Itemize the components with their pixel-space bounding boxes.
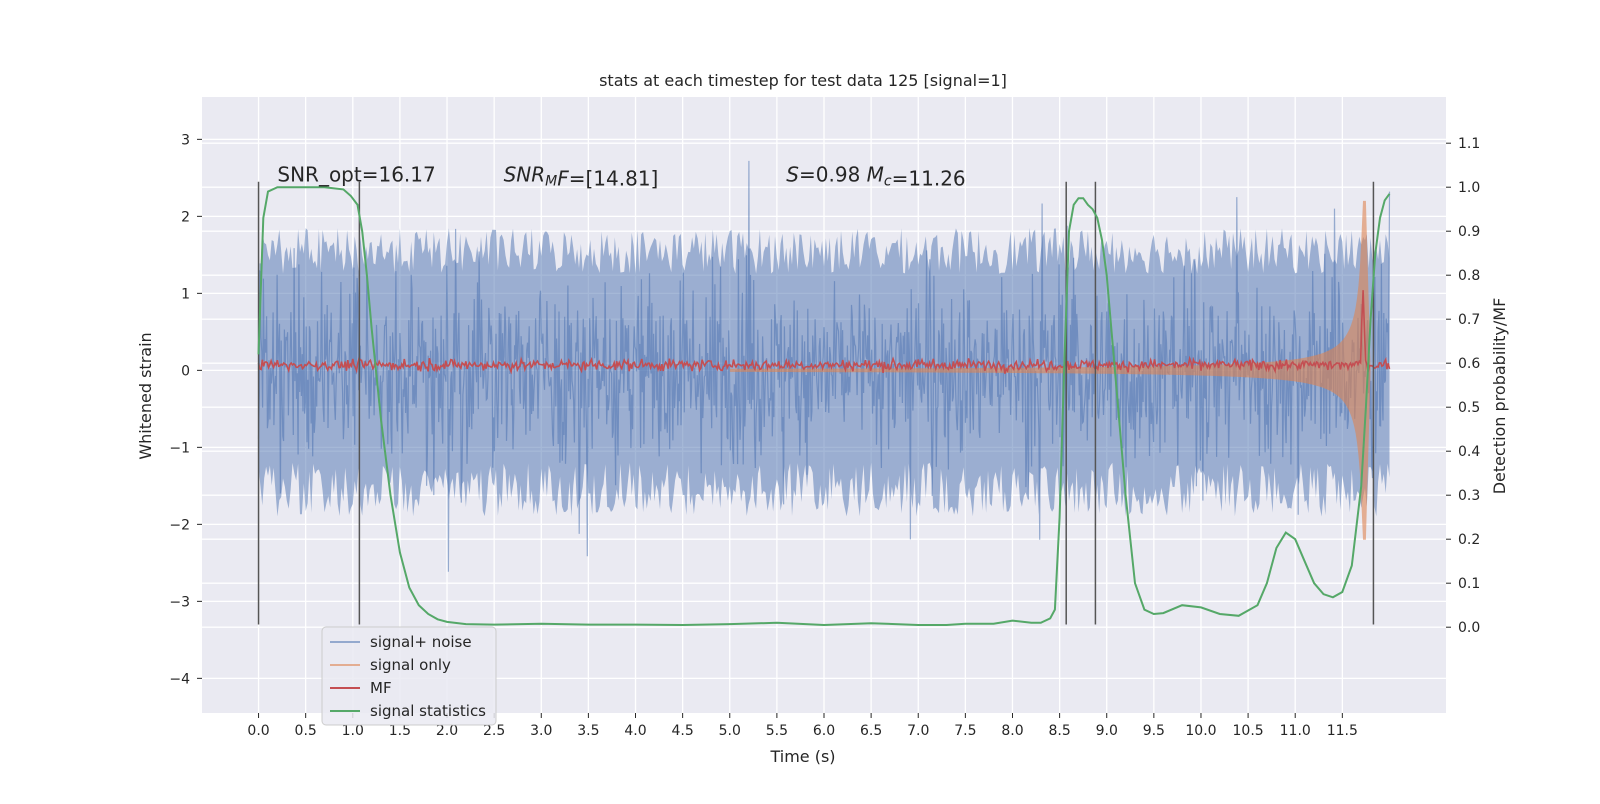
annotation-part: SNR [504,163,546,187]
x-tick-label: 8.0 [1001,723,1023,739]
x-tick-label: 7.0 [907,723,929,739]
vertical-markers [257,181,1375,625]
annotations: SNR_opt=16.17 SNRMF=[14.81] S=0.98 Mc=11.2… [277,163,965,191]
legend-entry: signal+ noise [370,633,472,651]
y-tick-label: −4 [169,671,190,687]
annotation-2: S=0.98 Mc=11.26 [786,163,965,191]
y2-tick-label: 0.3 [1458,488,1480,504]
series-signal-only [729,200,1371,540]
x-tick-label: 3.0 [530,723,552,739]
x-tick-label: 1.5 [389,723,411,739]
y-axis-label: Whitened strain [136,332,155,459]
x-tick-label: 1.0 [342,723,364,739]
x-tick-label: 0.0 [247,723,269,739]
y2-tick-label: 0.4 [1458,444,1480,460]
signal-plus-noise-band [258,227,1390,517]
signal-statistics-line [257,186,1391,627]
x-tick-label: 4.0 [624,723,646,739]
y2-tick-label: 0.7 [1458,312,1480,328]
annotation-part: S [786,163,799,187]
y2-tick-label: 0.9 [1458,224,1480,240]
x-axis-ticks: 0.0 0.5 1.0 1.5 2.0 2.5 3.0 3.5 4.0 4.5 5.0 5.5 6.0 6… [247,713,1358,739]
x-tick-label: 6.5 [860,723,882,739]
mf-line [257,290,1391,375]
series-signal-statistics [257,186,1391,627]
annotation-part: =[14.81] [569,167,659,191]
chart-title: stats at each timestep for test data 125… [599,71,1007,90]
y-tick-label: 2 [181,209,190,225]
y2-axis-ticks: 1.1 1.0 0.9 0.8 0.7 0.6 0.5 0.4 0.3 0.2 0.1 0.0 [1446,136,1480,636]
series-mf [257,290,1391,375]
y-tick-label: 1 [181,286,190,302]
x-tick-label: 11.0 [1280,723,1311,739]
x-tick-label: 2.0 [436,723,458,739]
signal-only-envelope [729,200,1371,540]
y-tick-label: 3 [181,132,190,148]
annotation-part: =11.26 [892,167,966,191]
x-tick-label: 9.5 [1143,723,1165,739]
y-tick-label: 0 [181,363,190,379]
y2-tick-label: 0.8 [1458,268,1480,284]
x-tick-label: 6.0 [813,723,835,739]
series-signal-plus-noise [257,160,1391,572]
y2-tick-label: 0.6 [1458,356,1480,372]
legend-entry: signal statistics [370,702,486,720]
annotation-part: M [867,163,884,187]
annotation-part: M [545,174,557,190]
annotation-part: =0.98 [799,163,867,187]
x-tick-label: 9.0 [1096,723,1118,739]
x-tick-label: 5.5 [766,723,788,739]
x-tick-label: 10.5 [1233,723,1264,739]
x-tick-label: 7.5 [954,723,976,739]
x-axis-label: Time (s) [769,747,835,766]
annotation-part: F [557,167,569,191]
y-tick-label: −1 [169,440,190,456]
annotation-1: SNRMF=[14.81] [504,163,659,191]
y2-axis-label: Detection probability/MF [1490,298,1509,495]
y2-tick-label: 0.2 [1458,532,1480,548]
y2-tick-label: 0.1 [1458,576,1480,592]
legend-frame [321,626,497,726]
x-tick-label: 8.5 [1048,723,1070,739]
x-tick-label: 2.5 [483,723,505,739]
y-axis-ticks: 3 2 1 0 −1 −2 −3 −4 [169,132,202,687]
legend-entry: MF [370,679,392,697]
annotation-part: c [884,174,892,190]
x-tick-label: 3.5 [577,723,599,739]
annotation-0: SNR_opt=16.17 [277,163,435,187]
y2-tick-label: 0.0 [1458,620,1480,636]
x-tick-label: 4.5 [672,723,694,739]
x-tick-label: 10.0 [1185,723,1216,739]
x-tick-label: 11.5 [1327,723,1358,739]
legend: signal+ noise signal only MF signal statist… [321,626,497,726]
x-tick-label: 5.0 [719,723,741,739]
y2-tick-label: 1.0 [1458,180,1480,196]
y-tick-label: −2 [169,517,190,533]
y-tick-label: −3 [169,594,190,610]
annotation-part: SNR_opt=16.17 [277,163,435,187]
legend-entry: signal only [370,656,451,674]
y2-tick-label: 1.1 [1458,136,1480,152]
x-tick-label: 0.5 [295,723,317,739]
y2-tick-label: 0.5 [1458,400,1480,416]
